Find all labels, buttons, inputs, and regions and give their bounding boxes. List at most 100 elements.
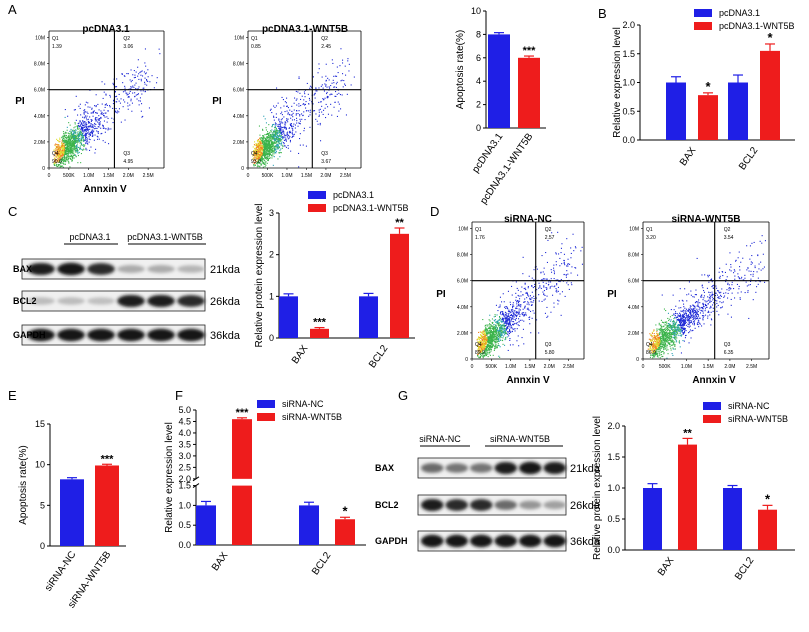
flow-event-dot xyxy=(291,105,293,107)
flow-event-dot xyxy=(692,321,694,323)
flow-event-dot xyxy=(119,102,121,104)
flow-event-dot xyxy=(666,338,668,340)
flow-event-dot xyxy=(560,279,562,281)
flow-event-dot xyxy=(490,331,492,333)
flow-event-dot xyxy=(58,154,60,156)
flow-event-dot xyxy=(661,332,663,334)
flow-event-dot xyxy=(494,334,496,336)
flow-event-dot xyxy=(482,346,484,348)
flow-event-dot xyxy=(512,309,514,311)
flow-event-dot xyxy=(133,77,135,79)
flow-event-dot xyxy=(507,310,509,312)
flow-event-dot xyxy=(517,294,519,296)
flow-event-dot xyxy=(275,131,277,133)
flow-event-dot xyxy=(62,154,64,156)
flow-event-dot xyxy=(70,137,72,139)
flow-event-dot xyxy=(289,139,291,141)
flow-event-dot xyxy=(508,322,510,324)
flow-event-dot xyxy=(55,161,57,163)
flow-event-dot xyxy=(124,90,126,92)
flow-event-dot xyxy=(503,301,505,303)
flow-event-dot xyxy=(502,318,504,320)
flow-event-dot xyxy=(257,139,259,141)
flow-event-dot xyxy=(301,113,303,115)
flow-event-dot xyxy=(696,305,698,307)
flow-event-dot xyxy=(66,154,68,156)
flow-event-dot xyxy=(479,356,481,358)
flow-event-dot xyxy=(480,344,482,346)
flow-event-dot xyxy=(68,137,70,139)
flow-event-dot xyxy=(102,124,104,126)
flow-event-dot xyxy=(479,352,481,354)
flow-event-dot xyxy=(340,48,342,50)
flow-event-dot xyxy=(699,323,701,325)
flow-event-dot xyxy=(678,325,680,327)
flow-event-dot xyxy=(254,141,256,143)
flow-event-dot xyxy=(66,154,68,156)
flow-event-dot xyxy=(749,258,751,260)
flow-event-dot xyxy=(557,303,559,305)
flow-event-dot xyxy=(726,276,728,278)
flow-event-dot xyxy=(90,112,92,114)
flow-event-dot xyxy=(571,266,573,268)
flow-event-dot xyxy=(511,321,513,323)
flow-event-dot xyxy=(720,291,722,293)
flow-event-dot xyxy=(67,160,69,162)
flow-event-dot xyxy=(682,315,684,317)
flow-event-dot xyxy=(650,354,652,356)
flow-event-dot xyxy=(90,120,92,122)
flow-event-dot xyxy=(91,108,93,110)
flow-event-dot xyxy=(254,152,256,154)
flow-event-dot xyxy=(86,115,88,117)
flow-event-dot xyxy=(303,111,305,113)
flow-event-dot xyxy=(482,339,484,341)
flow-event-dot xyxy=(689,322,691,324)
flow-event-dot xyxy=(488,319,490,321)
flow-event-dot xyxy=(83,111,85,113)
flow-event-dot xyxy=(264,118,266,120)
flow-event-dot xyxy=(478,345,480,347)
flow-event-dot xyxy=(651,336,653,338)
flow-y-tick-label: 0 xyxy=(42,166,45,172)
flow-event-dot xyxy=(322,87,324,89)
flow-event-dot xyxy=(272,151,274,153)
flow-event-dot xyxy=(334,75,336,77)
flow-event-dot xyxy=(492,340,494,342)
flow-event-dot xyxy=(273,132,275,134)
flow-event-dot xyxy=(267,137,269,139)
flow-event-dot xyxy=(69,148,71,150)
flow-event-dot xyxy=(128,96,130,98)
flow-event-dot xyxy=(478,352,480,354)
flow-event-dot xyxy=(333,82,335,84)
flow-event-dot xyxy=(318,109,320,111)
flow-event-dot xyxy=(698,317,700,319)
flow-event-dot xyxy=(260,158,262,160)
flow-event-dot xyxy=(105,103,107,105)
flow-event-dot xyxy=(667,326,669,328)
flow-event-dot xyxy=(77,151,79,153)
flow-event-dot xyxy=(67,156,69,158)
flow-event-dot xyxy=(267,147,269,149)
flow-event-dot xyxy=(326,93,328,95)
flow-event-dot xyxy=(82,121,84,123)
flow-event-dot xyxy=(77,114,79,116)
flow-event-dot xyxy=(488,339,490,341)
flow-event-dot xyxy=(524,306,526,308)
flow-event-dot xyxy=(481,331,483,333)
flow-event-dot xyxy=(68,156,70,158)
flow-event-dot xyxy=(485,339,487,341)
flow-event-dot xyxy=(667,336,669,338)
flow-event-dot xyxy=(485,355,487,357)
flow-event-dot xyxy=(108,143,110,145)
flow-event-dot xyxy=(72,134,74,136)
flow-event-dot xyxy=(76,146,78,148)
flow-event-dot xyxy=(507,325,509,327)
flow-event-dot xyxy=(76,127,78,129)
flow-event-dot xyxy=(73,143,75,145)
flow-event-dot xyxy=(280,129,282,131)
flow-event-dot xyxy=(138,86,140,88)
flow-event-dot xyxy=(559,281,561,283)
flow-event-dot xyxy=(652,353,654,355)
flow-event-dot xyxy=(260,156,262,158)
